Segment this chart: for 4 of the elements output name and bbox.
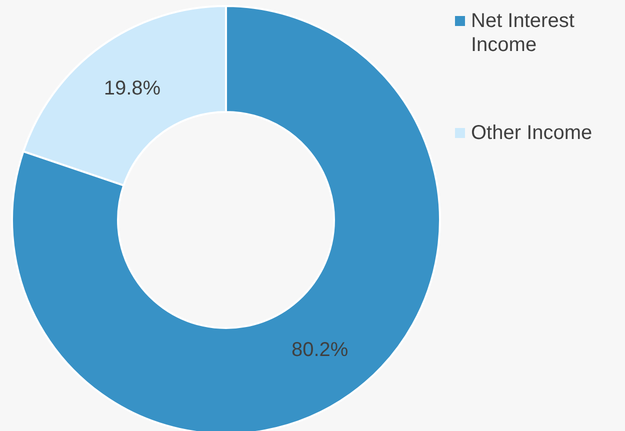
legend-label: Net Interest Income — [471, 10, 575, 56]
legend-label: Other Income — [471, 122, 592, 144]
data-label: 80.2% — [291, 339, 348, 362]
data-label: 19.8% — [104, 77, 161, 100]
